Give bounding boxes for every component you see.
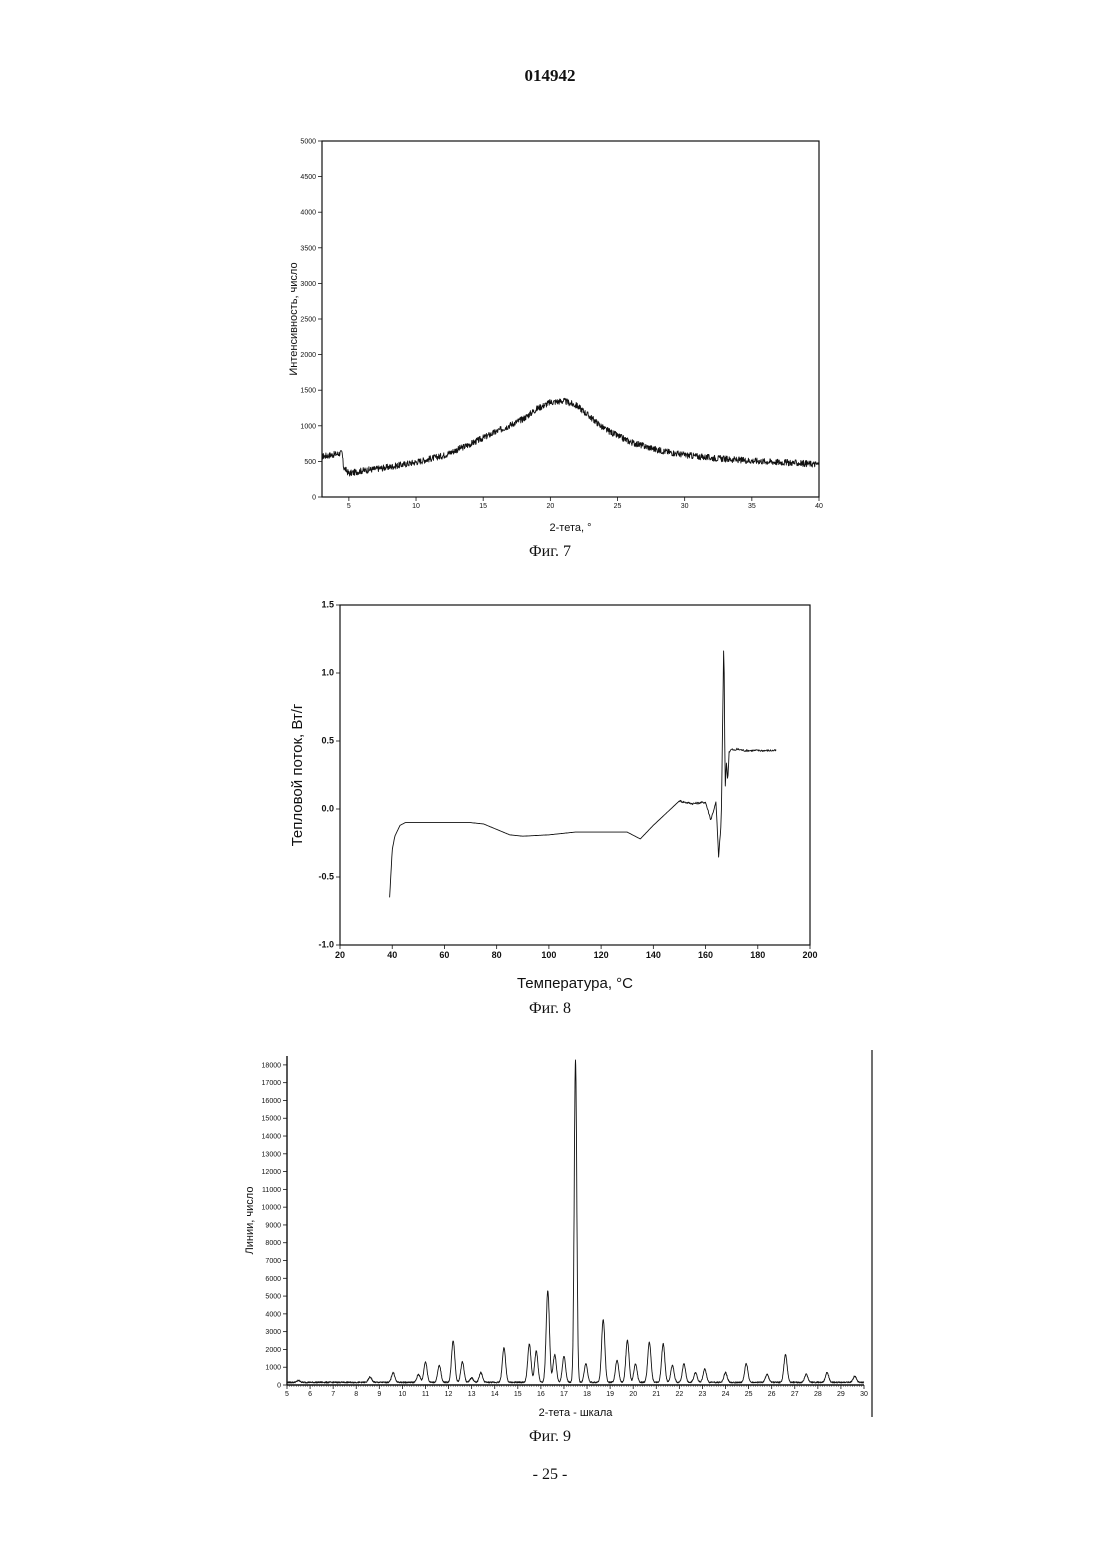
y-tick-label: 1000	[265, 1365, 281, 1372]
y-tick-label: 3000	[265, 1329, 281, 1336]
x-tick-label: 10	[399, 1391, 407, 1398]
y-tick-label: 13000	[262, 1151, 282, 1158]
x-tick-label: 7	[331, 1391, 335, 1398]
y-tick-label: 14000	[262, 1134, 282, 1141]
y-tick-label: 18000	[262, 1062, 282, 1069]
x-tick-label: 23	[699, 1391, 707, 1398]
y-tick-label: 16000	[262, 1098, 282, 1105]
x-tick-label: 16	[537, 1391, 545, 1398]
x-tick-label: 14	[491, 1391, 499, 1398]
y-tick-label: 0	[277, 1383, 281, 1390]
x-tick-label: 28	[814, 1391, 822, 1398]
y-axis-label: Линии, число	[244, 1187, 256, 1255]
x-tick-label: 12	[445, 1391, 453, 1398]
x-tick-label: 5	[285, 1391, 289, 1398]
y-tick-label: 15000	[262, 1116, 282, 1123]
y-tick-label: 10000	[262, 1205, 282, 1212]
x-tick-label: 29	[837, 1391, 845, 1398]
x-tick-label: 26	[768, 1391, 776, 1398]
x-tick-label: 20	[629, 1391, 637, 1398]
x-tick-label: 27	[791, 1391, 799, 1398]
x-tick-label: 6	[308, 1391, 312, 1398]
x-tick-label: 18	[583, 1391, 591, 1398]
x-tick-label: 17	[560, 1391, 568, 1398]
xrd-chart-fig9: 0 1000 2000 3000 4000 5000 6000 7000 8000 9000 100…	[244, 1050, 872, 1419]
y-tick-label: 12000	[262, 1169, 282, 1176]
y-tick-label: 4000	[265, 1311, 281, 1318]
y-tick-label: 8000	[265, 1240, 281, 1247]
page-number: - 25 -	[0, 1466, 1100, 1484]
x-tick-label: 11	[422, 1391, 429, 1398]
x-tick-label: 13	[468, 1391, 476, 1398]
y-tick-label: 5000	[265, 1294, 281, 1301]
x-tick-label: 15	[514, 1391, 522, 1398]
y-tick-label: 7000	[265, 1258, 281, 1265]
figure-9-caption: Фиг. 9	[529, 1428, 571, 1445]
y-tick-label: 6000	[265, 1276, 281, 1283]
x-tick-label: 22	[675, 1391, 683, 1398]
y-tick-label: 2000	[265, 1347, 281, 1354]
x-tick-label: 9	[377, 1391, 381, 1398]
y-tick-label: 17000	[262, 1080, 282, 1087]
x-tick-label: 8	[354, 1391, 358, 1398]
x-tick-label: 30	[860, 1391, 868, 1398]
x-tick-label: 24	[722, 1391, 730, 1398]
x-axis-label: 2-тета - шкала	[539, 1407, 614, 1419]
data-trace	[287, 1060, 864, 1383]
x-tick-label: 19	[606, 1391, 614, 1398]
y-tick-label: 11000	[262, 1187, 281, 1194]
x-tick-label: 25	[745, 1391, 753, 1398]
x-tick-label: 21	[652, 1391, 660, 1398]
y-tick-label: 9000	[265, 1222, 281, 1229]
